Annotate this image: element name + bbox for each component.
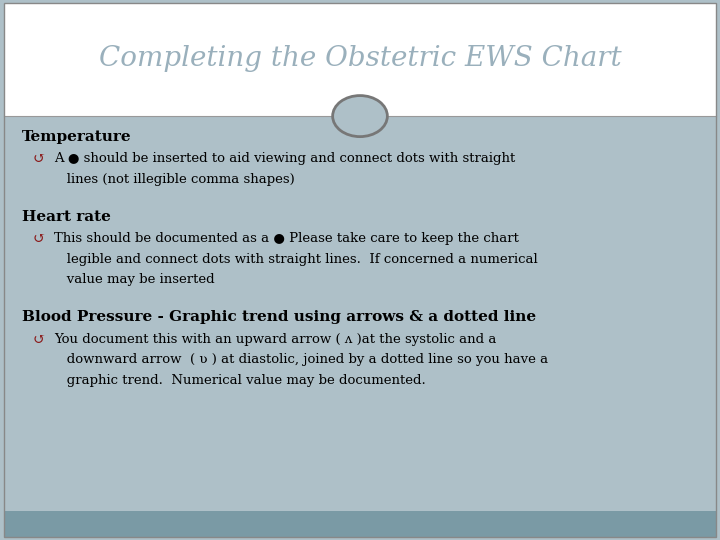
Text: ↺: ↺ bbox=[32, 152, 45, 166]
Text: This should be documented as a ● Please take care to keep the chart: This should be documented as a ● Please … bbox=[54, 232, 519, 245]
Text: legible and connect dots with straight lines.  If concerned a numerical: legible and connect dots with straight l… bbox=[54, 253, 538, 266]
Text: downward arrow  ( ʋ ) at diastolic, joined by a dotted line so you have a: downward arrow ( ʋ ) at diastolic, joine… bbox=[54, 353, 548, 366]
Text: ↺: ↺ bbox=[32, 232, 45, 246]
Text: Temperature: Temperature bbox=[22, 130, 131, 144]
Text: Heart rate: Heart rate bbox=[22, 210, 110, 224]
Text: You document this with an upward arrow ( ʌ )at the systolic and a: You document this with an upward arrow (… bbox=[54, 333, 496, 346]
Text: Completing the Obstetric EWS Chart: Completing the Obstetric EWS Chart bbox=[99, 45, 621, 71]
Text: ↺: ↺ bbox=[32, 333, 45, 347]
Text: A ● should be inserted to aid viewing and connect dots with straight: A ● should be inserted to aid viewing an… bbox=[54, 152, 516, 165]
FancyBboxPatch shape bbox=[4, 511, 716, 537]
Text: lines (not illegible comma shapes): lines (not illegible comma shapes) bbox=[54, 173, 294, 186]
FancyBboxPatch shape bbox=[4, 3, 716, 116]
Circle shape bbox=[333, 96, 387, 137]
Text: value may be inserted: value may be inserted bbox=[54, 273, 215, 286]
Text: Blood Pressure - Graphic trend using arrows & a dotted line: Blood Pressure - Graphic trend using arr… bbox=[22, 310, 536, 324]
Text: graphic trend.  Numerical value may be documented.: graphic trend. Numerical value may be do… bbox=[54, 374, 426, 387]
